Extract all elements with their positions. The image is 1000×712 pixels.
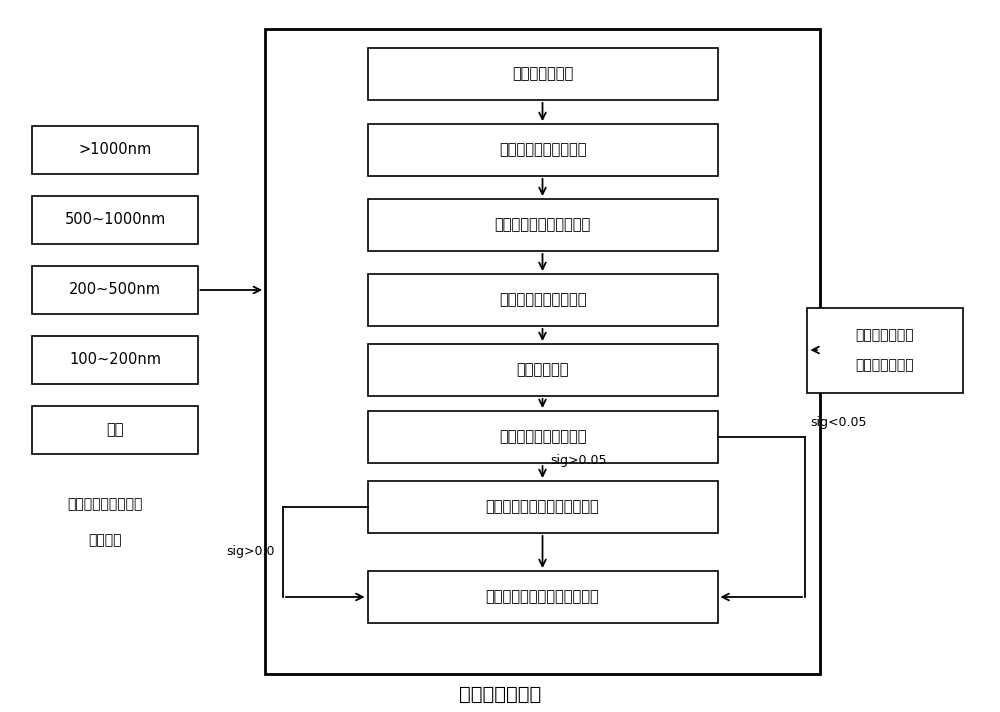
Bar [368,481,718,533]
Bar [368,48,718,100]
Text: 200~500nm: 200~500nm [69,283,161,298]
Bar [807,308,962,392]
Text: 夹杂物统计数据降维处: 夹杂物统计数据降维处 [499,142,586,157]
Bar [32,266,198,314]
Bar [368,274,718,326]
Bar [32,406,198,454]
Bar [368,344,718,396]
Text: 合计: 合计 [106,422,124,437]
Bar [368,571,718,623]
Text: 500~1000nm: 500~1000nm [64,212,166,228]
Text: 回归方程自变量的显著性检验: 回归方程自变量的显著性检验 [486,500,599,515]
Text: 计算特征值、累计贡献率: 计算特征值、累计贡献率 [494,217,591,233]
Text: 100~200nm: 100~200nm [69,352,161,367]
Text: 对无取向硅钙磁: 对无取向硅钙磁 [856,358,914,372]
Bar [265,29,820,674]
Text: sig>0.05: sig>0.05 [550,454,607,467]
Text: 回归方程的显著性检验: 回归方程的显著性检验 [499,429,586,444]
Text: sig<0.05: sig<0.05 [810,416,866,429]
Text: 数据标准化处理: 数据标准化处理 [512,66,573,81]
Bar [368,124,718,176]
Text: >1000nm: >1000nm [78,142,152,157]
Text: 数量统计: 数量统计 [88,533,122,547]
Text: 轧面、纵截面夹杂物: 轧面、纵截面夹杂物 [67,497,143,511]
Bar [32,196,198,244]
Text: 定量分析夹杂物: 定量分析夹杂物 [856,328,914,342]
Text: 线性回归分析: 线性回归分析 [516,362,569,377]
Bar [32,336,198,384]
Bar [368,199,718,251]
Bar [32,126,198,174]
Text: sig>0.0: sig>0.0 [226,545,275,558]
Text: 逆运算得到多元线性回归方程: 逆运算得到多元线性回归方程 [486,590,599,604]
Bar [368,411,718,463]
Text: 主成分回归分析: 主成分回归分析 [459,684,541,703]
Text: 确定主成分及其表达式: 确定主成分及其表达式 [499,293,586,308]
